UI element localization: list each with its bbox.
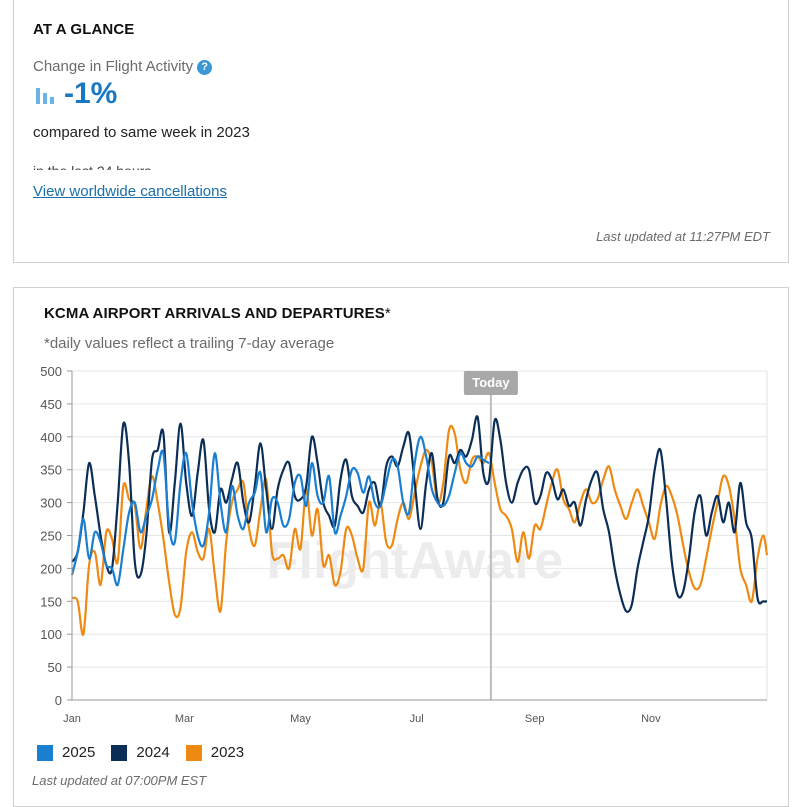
glance-last-updated: Last updated at 11:27PM EDT [596, 229, 770, 244]
legend-swatch [185, 744, 202, 761]
change-value: -1% [64, 77, 118, 110]
x-tick-label: Jan [63, 713, 81, 725]
x-tick-label: Nov [641, 713, 661, 725]
legend-swatch [37, 744, 53, 761]
y-tick-label: 100 [40, 627, 62, 642]
series-line-2023[interactable] [71, 424, 769, 636]
y-tick-label: 200 [40, 561, 62, 576]
legend-item-2025[interactable]: 2025 [37, 744, 95, 761]
x-tick-label: Mar [175, 713, 194, 725]
y-tick-label: 350 [40, 463, 62, 478]
view-worldwide-cancellations-link[interactable]: View worldwide cancellations [33, 183, 227, 200]
chart-legend: 2025 2024 2023 [37, 744, 260, 761]
airport-chart-card: KCMA AIRPORT ARRIVALS AND DEPARTURES* *d… [13, 287, 789, 807]
legend-item-2024[interactable]: 2024 [111, 744, 170, 761]
today-marker: Today [463, 371, 518, 700]
legend-swatch [111, 744, 128, 761]
chart-last-updated: Last updated at 07:00PM EST [32, 773, 207, 788]
x-tick-label: Jul [410, 713, 424, 725]
chart-title-text: KCMA AIRPORT ARRIVALS AND DEPARTURES [44, 305, 385, 322]
y-tick-label: 150 [40, 594, 62, 609]
today-badge [463, 371, 518, 395]
change-label: Change in Flight Activity [33, 58, 194, 75]
chart-axes: 0 50 100 150 200 250 300 350 400 450 500 Jan Mar May J… [40, 364, 767, 725]
y-tick-label: 500 [40, 364, 62, 379]
x-tick-label: Sep [525, 713, 545, 725]
legend-label: 2025 [62, 744, 96, 761]
today-label: Today [472, 375, 510, 390]
series-line-2025[interactable] [70, 435, 490, 587]
chart-series [70, 415, 769, 636]
x-tick-label: May [290, 713, 311, 725]
legend-label: 2024 [136, 744, 170, 761]
change-label-row: Change in Flight Activity? [33, 58, 213, 75]
chart-title-asterisk: * [384, 305, 391, 322]
chart-card-title: KCMA AIRPORT ARRIVALS AND DEPARTURES* [44, 305, 391, 322]
legend-item-2023[interactable]: 2023 [185, 744, 245, 761]
compared-text: compared to same week in 2023 [33, 124, 250, 141]
y-tick-label: 450 [40, 397, 62, 412]
y-tick-label: 0 [55, 693, 62, 708]
clipped-text: in the last 24 hours [33, 163, 151, 170]
legend-label: 2023 [210, 744, 245, 761]
y-tick-label: 300 [40, 496, 62, 511]
chart-note: *daily values reflect a trailing 7-day a… [44, 335, 335, 352]
series-line-2024[interactable] [71, 415, 768, 613]
y-tick-label: 400 [40, 430, 62, 445]
at-a-glance-title: AT A GLANCE [33, 21, 135, 38]
at-a-glance-card: AT A GLANCE Change in Flight Activity? -… [13, 0, 789, 263]
y-tick-label: 50 [48, 660, 62, 675]
bar-chart-icon [36, 88, 54, 104]
question-circle-icon[interactable]: ? [197, 60, 213, 75]
y-tick-label: 250 [40, 529, 62, 544]
